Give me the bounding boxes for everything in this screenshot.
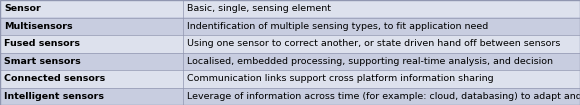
Text: Fused sensors: Fused sensors: [4, 39, 80, 48]
Text: Localised, embedded processing, supporting real-time analysis, and decision: Localised, embedded processing, supporti…: [187, 57, 553, 66]
Text: Indentification of multiple sensing types, to fit application need: Indentification of multiple sensing type…: [187, 22, 488, 31]
Bar: [0, 87, 183, 105]
Text: Sensor: Sensor: [4, 4, 41, 13]
Bar: [0, 52, 183, 70]
Text: Smart sensors: Smart sensors: [4, 57, 81, 66]
Bar: [183, 35, 580, 52]
Text: Connected sensors: Connected sensors: [4, 74, 106, 83]
Bar: [183, 18, 580, 35]
Bar: [183, 70, 580, 87]
Text: Multisensors: Multisensors: [4, 22, 72, 31]
Bar: [0, 18, 183, 35]
Bar: [0, 0, 183, 18]
Bar: [183, 87, 580, 105]
Text: Intelligent sensors: Intelligent sensors: [4, 92, 104, 101]
Bar: [0, 35, 183, 52]
Bar: [183, 0, 580, 18]
Bar: [183, 52, 580, 70]
Text: Basic, single, sensing element: Basic, single, sensing element: [187, 4, 331, 13]
Bar: [0, 70, 183, 87]
Text: Leverage of information across time (for example: cloud, databasing) to adapt an: Leverage of information across time (for…: [187, 92, 580, 101]
Text: Using one sensor to correct another, or state driven hand off between sensors: Using one sensor to correct another, or …: [187, 39, 560, 48]
Text: Communication links support cross platform information sharing: Communication links support cross platfo…: [187, 74, 494, 83]
